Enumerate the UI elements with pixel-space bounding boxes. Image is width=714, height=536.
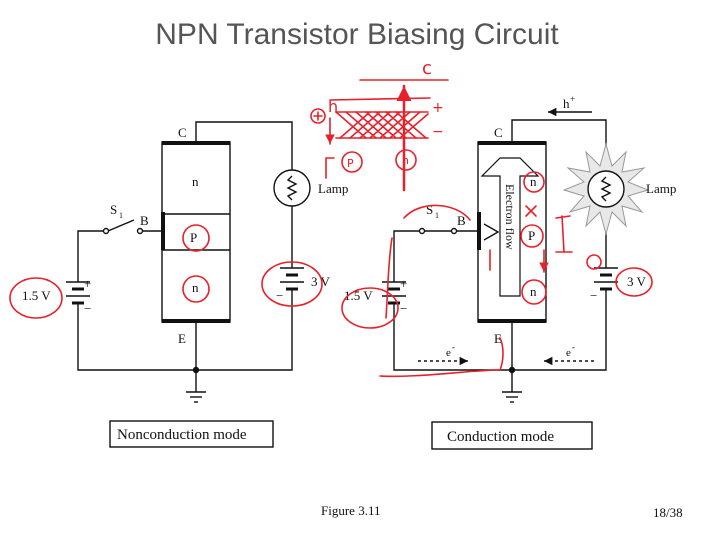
ink-left-base-trace xyxy=(385,237,393,319)
right-ground-symbol xyxy=(502,391,522,403)
ink-label-h: h xyxy=(328,97,338,116)
right-region-n-top: n xyxy=(530,174,537,189)
right-lamp-filament xyxy=(600,176,612,202)
right-base-return-wire xyxy=(393,303,512,371)
right-3v-label: 3 V xyxy=(627,274,647,289)
ink-label-n: n xyxy=(402,154,409,167)
right-hole-label: h xyxy=(563,96,570,111)
left-base-battery-wire xyxy=(77,230,104,282)
left-collector-label: C xyxy=(178,125,187,140)
left-collector-wire xyxy=(195,121,293,170)
right-base-battery-plus: + xyxy=(400,276,407,291)
left-1-5v-label: 1.5 V xyxy=(22,288,51,303)
ink-circle-plus-right xyxy=(586,254,602,270)
left-battery-to-ground-wire xyxy=(196,296,293,371)
left-base-battery-plus: + xyxy=(84,276,91,291)
ink-circle-plus xyxy=(310,108,326,124)
right-lamp xyxy=(587,170,625,208)
right-switch-subscript: 1 xyxy=(435,211,439,220)
right-lamp-label: Lamp xyxy=(646,181,676,196)
ink-bottom-trace xyxy=(379,337,504,378)
right-circuit xyxy=(382,107,650,450)
left-emitter-label: E xyxy=(178,331,186,346)
left-base-return-wire xyxy=(77,303,196,371)
right-base-battery-wire xyxy=(393,230,420,282)
left-mode-box xyxy=(109,420,274,448)
handwritten-annotations xyxy=(9,79,653,378)
right-battery-to-ground-wire xyxy=(512,296,607,371)
left-region-n-top: n xyxy=(192,174,199,189)
left-base-battery-minus: − xyxy=(84,301,91,316)
ink-label-minus: − xyxy=(432,124,444,140)
ink-circle-left-n xyxy=(182,275,210,303)
right-electron-flow-arrow xyxy=(480,157,540,297)
left-ground-symbol xyxy=(186,391,206,403)
ink-ellipse-left-1-5v xyxy=(9,277,63,319)
right-electron-sup-left: - xyxy=(452,342,455,352)
ink-hatch xyxy=(335,111,429,139)
ink-base-wire-trace xyxy=(403,204,471,221)
right-hole-superscript: + xyxy=(570,94,575,104)
left-switch-subscript: 1 xyxy=(119,211,123,220)
page-number: 18/38 xyxy=(653,505,683,520)
ink-circle-right-n-top xyxy=(523,171,545,193)
ink-ellipse-right-1-5v xyxy=(341,287,399,329)
right-electron-flow-label: Electron flow xyxy=(503,184,517,250)
right-mode-label: Conduction mode xyxy=(447,429,554,445)
left-region-p: P xyxy=(190,230,197,245)
ink-label-plus: + xyxy=(432,100,444,116)
right-mode-box xyxy=(431,421,593,450)
right-collector-label: C xyxy=(494,125,503,140)
ink-top-line2 xyxy=(329,97,431,101)
left-lamp-filament xyxy=(286,175,298,201)
right-base-label: B xyxy=(457,213,466,228)
figure-caption: Figure 3.11 xyxy=(321,503,381,518)
right-electron-label-left: e xyxy=(446,347,451,359)
left-3v-label: 3 V xyxy=(311,274,331,289)
right-emitter-label: E xyxy=(494,331,502,346)
left-circuit xyxy=(66,121,311,448)
left-collector-battery-minus: − xyxy=(276,288,283,303)
handwritten-text: c h P n + − xyxy=(328,58,444,170)
right-region-p: P xyxy=(528,228,535,243)
ink-I-bar xyxy=(555,215,573,253)
left-collector-battery xyxy=(280,267,304,296)
left-switch-blade xyxy=(107,219,135,232)
right-electron-sup-right: - xyxy=(572,342,575,352)
right-switch-label: S xyxy=(426,202,433,217)
ink-circle-n-small xyxy=(395,149,417,171)
right-region-n-bottom: n xyxy=(530,284,537,299)
left-transistor-body xyxy=(161,141,231,323)
ink-cross xyxy=(525,205,537,217)
left-base-label: B xyxy=(140,213,149,228)
right-collector-battery-minus: − xyxy=(590,288,597,303)
right-1-5v-label: 1.5 V xyxy=(344,288,373,303)
ink-circle-p-small xyxy=(341,151,363,173)
left-lamp-label: Lamp xyxy=(318,181,348,196)
right-electron-label-right: e xyxy=(566,347,571,359)
right-base-battery-minus: − xyxy=(400,301,407,316)
ink-circle-right-p xyxy=(520,224,544,248)
ink-circle-left-p xyxy=(182,224,210,252)
left-region-n-bottom: n xyxy=(192,280,199,295)
ink-label-p: P xyxy=(347,157,354,170)
slide-title: NPN Transistor Biasing Circuit xyxy=(155,18,559,51)
ink-label-c: c xyxy=(422,58,432,79)
right-collector-battery xyxy=(594,267,618,296)
left-switch-contact-b xyxy=(136,227,144,235)
ink-ellipse-right-3v xyxy=(615,267,653,297)
right-base-arrow xyxy=(483,223,500,241)
right-switch-contact-b xyxy=(450,227,458,235)
ink-ellipse-left-3v xyxy=(261,261,323,307)
left-mode-label: Nonconduction mode xyxy=(117,427,247,443)
right-switch-contact-a xyxy=(418,227,426,235)
ink-bracket-left xyxy=(325,157,335,179)
left-lamp xyxy=(273,169,311,207)
left-switch-contact-a xyxy=(102,227,110,235)
left-switch-label: S xyxy=(110,202,117,217)
ink-circle-right-n-bottom xyxy=(521,279,547,305)
